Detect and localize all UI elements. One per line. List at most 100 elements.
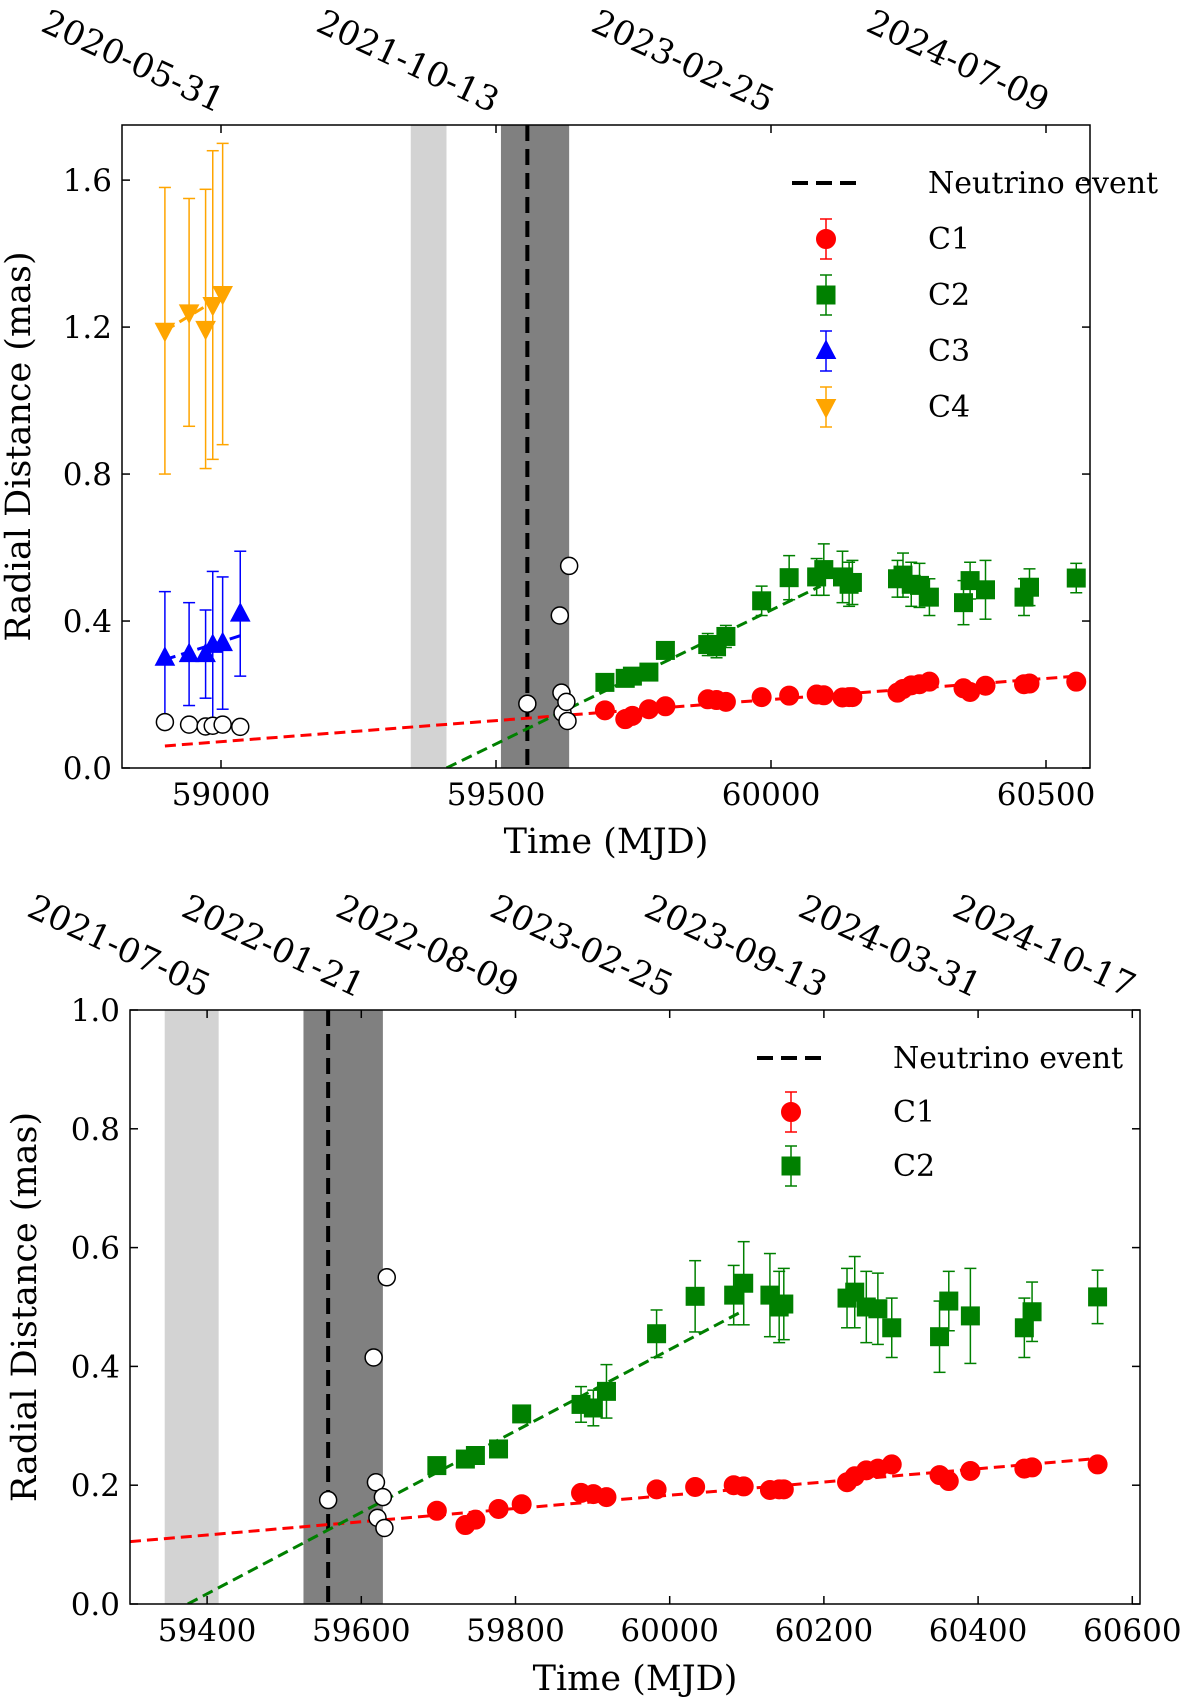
unassociated-point [155,712,175,732]
data-point-c2 [1020,577,1039,597]
unassociated-point [213,715,232,734]
unassociated-point [558,711,577,731]
data-point-c1 [1022,1457,1043,1478]
data-point-c1 [960,1460,981,1481]
data-point-c2 [976,580,995,600]
data-point-c1 [975,675,996,696]
unassociated-point [366,1472,386,1492]
unassociated-point [518,694,537,713]
x-axis-label: Time (MJD) [504,822,709,862]
data-point-c2 [919,587,939,607]
data-point-c2 [647,1324,667,1344]
legend-label: C1 [893,1095,935,1130]
legend-label: C3 [928,334,970,369]
data-point-c1 [511,1494,532,1515]
data-point-c1 [1087,1454,1108,1475]
y-tick-label: 1.6 [63,163,112,199]
data-point-c2 [1022,1302,1042,1322]
plot-frame [129,1009,1141,1605]
data-point-c2 [842,572,862,592]
x-tick-label: 59500 [447,777,546,813]
y-tick-label: 0.0 [71,1587,120,1623]
y-axis-label: Radial Distance (mas) [0,251,39,641]
data-point-c2 [512,1404,532,1424]
y-tick-label: 0.0 [63,751,112,787]
data-point-c2 [583,1398,603,1418]
top-date-label: 2021-10-13 [311,2,506,121]
legend-label: C2 [928,278,970,313]
y-tick-label: 0.8 [63,457,112,493]
plot-frame [121,124,1091,769]
x-tick-label: 59800 [466,1613,565,1649]
y-tick-label: 0.4 [71,1349,120,1385]
data-point-c2 [845,1282,865,1302]
data-point-c1 [488,1498,509,1519]
unassociated-point [375,1518,394,1538]
legend-marker-c2 [781,1156,801,1176]
data-point-c2 [868,1299,888,1319]
data-point-c2 [882,1318,902,1338]
data-point-c1 [465,1509,486,1530]
data-point-c2 [960,1306,980,1326]
x-tick-label: 59400 [158,1613,257,1649]
legend-label: C1 [928,222,970,257]
fit-line [164,634,241,662]
unassociated-point [557,692,576,712]
data-point-c2 [596,1381,616,1401]
data-point-c2 [1014,1318,1034,1338]
data-point-c3 [212,631,233,652]
data-point-c1 [638,699,659,720]
data-point-c1 [733,1476,754,1497]
legend: Neutrino event C1 C2 [757,1041,1123,1187]
legend-label: Neutrino event [928,166,1158,201]
data-point-c1 [715,691,736,712]
unassociated-point [179,715,199,734]
unassociated-point [364,1348,383,1367]
legend-marker-c2 [816,285,836,305]
y-tick-label: 1.0 [71,993,120,1029]
data-point-c1 [596,1487,617,1508]
y-axis-label: Radial Distance (mas) [5,1112,45,1502]
data-point-c2 [734,1273,754,1293]
data-point-c2 [752,591,772,611]
legend: Neutrino event C1 C2 C3 C4 [792,166,1158,428]
y-tick-label: 0.2 [71,1468,120,1504]
legend-marker-c3 [815,339,837,359]
data-point-c4 [212,286,233,306]
data-point-c2 [939,1291,959,1311]
data-point-c2 [954,593,973,613]
unassociated-point [231,717,250,737]
data-point-c2 [595,672,615,692]
data-point-c1 [881,1454,902,1475]
unassociated-point [373,1487,393,1507]
shaded-region [164,1010,219,1604]
data-point-c3 [178,642,200,663]
legend-label: C2 [893,1149,935,1184]
top-date-label: 2024-07-09 [861,2,1056,121]
top-date-label: 2023-02-25 [586,2,781,121]
data-point-c1 [1066,671,1087,692]
data-point-c2 [427,1456,447,1476]
legend-label: Neutrino event [893,1041,1123,1076]
data-point-c2 [814,560,834,580]
x-tick-label: 60000 [620,1613,719,1649]
data-point-c1 [685,1476,706,1497]
legend-marker-c1 [816,229,836,249]
data-point-c2 [716,626,736,646]
x-tick-label: 60600 [1083,1613,1182,1649]
shaded-region [303,1010,383,1604]
x-tick-label: 60000 [722,777,821,813]
data-point-c2 [1088,1287,1108,1307]
unassociated-point [318,1490,338,1510]
data-point-c1 [426,1500,447,1521]
data-point-c2 [779,568,799,588]
data-point-c2 [465,1446,485,1465]
data-point-c4 [195,320,216,341]
plot-area [154,125,1087,768]
chart-panel-bottom: 59400 59600 59800 60000 60200 60400 60600 0.0 0.… [5,887,1182,1699]
shaded-region [500,125,570,768]
data-point-c2 [1066,568,1086,588]
unassociated-point [550,606,570,625]
data-point-c4 [154,322,176,343]
